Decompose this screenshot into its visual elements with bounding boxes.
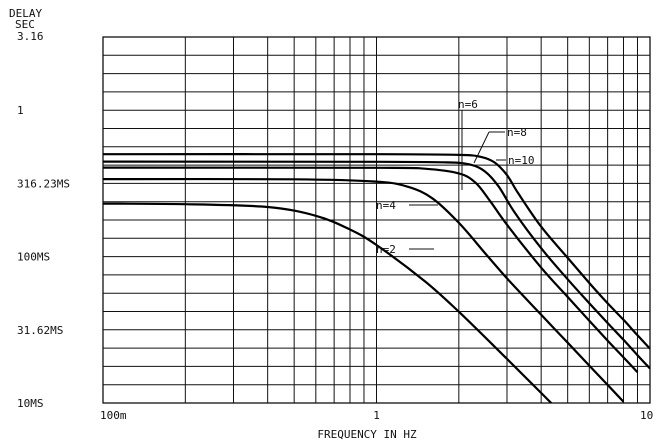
y-axis-title-line-2: SEC xyxy=(15,18,35,31)
y-tick-label: 100MS xyxy=(17,251,50,264)
series-line-n-10 xyxy=(103,153,650,350)
series-annotation-n-4: n=4 xyxy=(376,199,396,212)
series-annotation-n-8: n=8 xyxy=(507,126,527,139)
annotation-leader-line xyxy=(473,131,490,164)
x-tick-label: 1 xyxy=(373,409,380,422)
y-axis-title-line-1: DELAY xyxy=(9,7,42,20)
grid xyxy=(103,37,650,403)
y-tick-label: 31.62MS xyxy=(17,324,63,337)
x-tick-label: 10 xyxy=(640,409,653,422)
y-tick-label: 3.16 xyxy=(17,30,44,43)
x-axis-title: FREQUENCY IN HZ xyxy=(317,428,417,441)
series-annotation-n-2: n=2 xyxy=(376,243,396,256)
labels: DELAY SEC FREQUENCY IN HZ 3.16 1 316.23MS 1… xyxy=(9,7,653,441)
series-annotation-n-6: n=6 xyxy=(458,98,478,111)
y-tick-label: 10MS xyxy=(17,397,44,410)
plot-frame xyxy=(102,36,651,404)
annotation-leaders xyxy=(409,110,506,250)
x-tick-label: 100m xyxy=(100,409,127,422)
series-annotation-n-10: n=10 xyxy=(508,154,535,167)
series-line-n-2 xyxy=(103,202,553,403)
y-tick-label: 1 xyxy=(17,104,24,117)
series-line-n-8 xyxy=(103,160,650,370)
series-line-n-6 xyxy=(103,166,639,374)
curves xyxy=(103,153,650,403)
series-line-n-4 xyxy=(103,177,625,403)
y-tick-label: 316.23MS xyxy=(17,177,70,190)
